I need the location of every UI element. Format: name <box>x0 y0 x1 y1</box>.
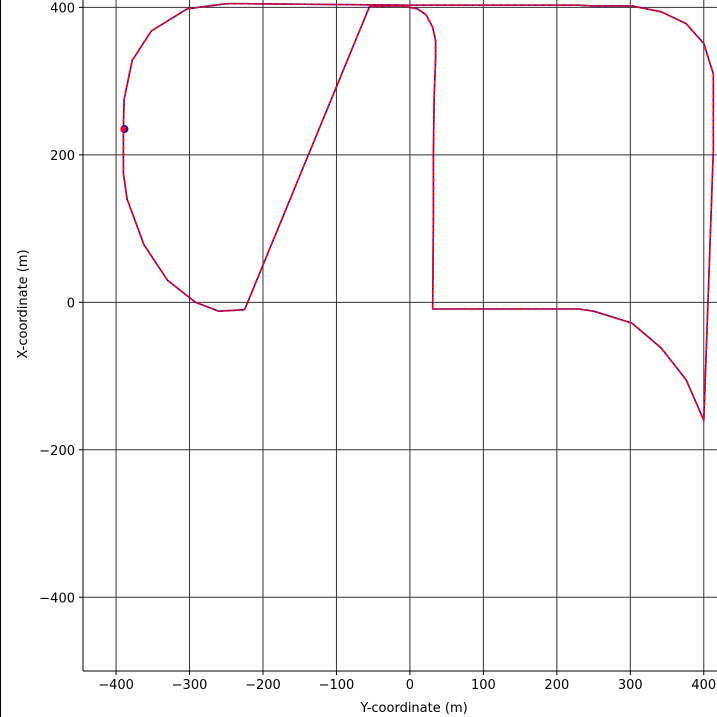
trajectory-line-red-dashed <box>122 2 715 422</box>
start-marker-red <box>120 126 127 133</box>
tick-labels: −400 −300 −200 −100 0 100 200 300 400 −400 −200 0 20… <box>39 1 716 693</box>
y-tick-label: −400 <box>39 591 75 606</box>
y-tick-label: 200 <box>50 149 75 164</box>
x-tick-label: 0 <box>406 678 414 693</box>
y-tick-label: 0 <box>67 296 75 311</box>
x-tick-label: 400 <box>691 678 716 693</box>
plot-area <box>120 2 715 422</box>
x-tick-label: −400 <box>98 678 134 693</box>
x-axis-label: Y-coordinate (m) <box>359 701 467 716</box>
grid <box>83 0 717 671</box>
y-tick-label: −200 <box>39 444 75 459</box>
x-tick-label: 100 <box>471 678 496 693</box>
y-tick-label: 400 <box>50 1 75 16</box>
x-tick-label: 200 <box>544 678 569 693</box>
x-tick-label: −200 <box>245 678 281 693</box>
x-tick-label: 300 <box>618 678 643 693</box>
x-tick-label: −300 <box>172 678 208 693</box>
x-tick-label: −100 <box>319 678 355 693</box>
y-axis-label: X-coordinate (m) <box>16 249 31 358</box>
